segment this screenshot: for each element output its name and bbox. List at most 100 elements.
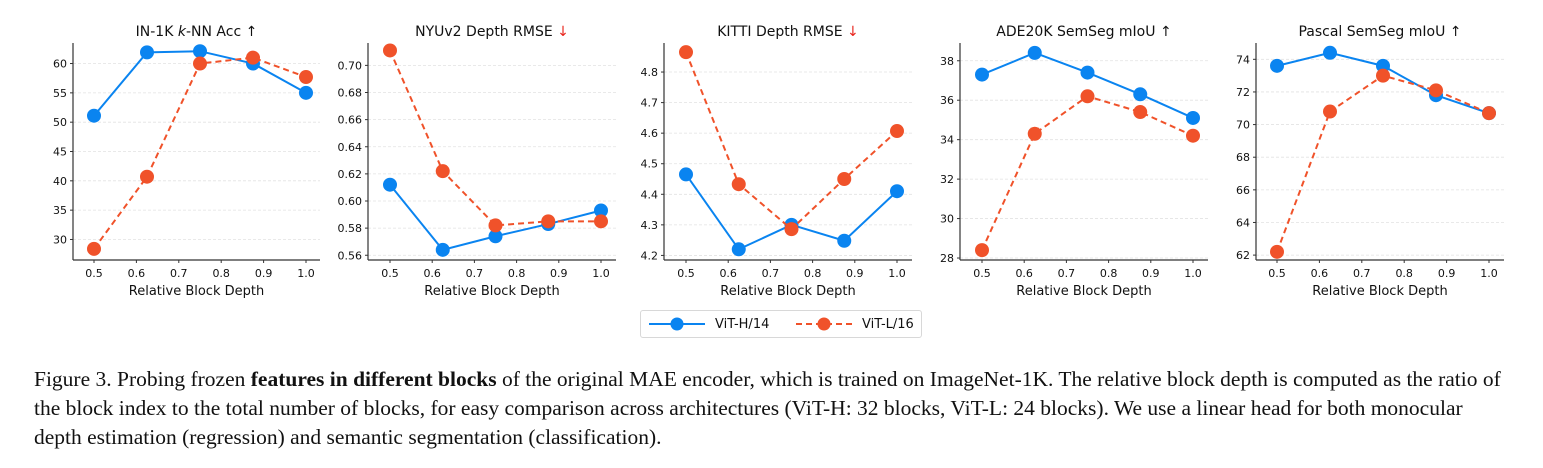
y-tick-label: 0.68 [338,87,363,100]
y-tick-label: 36 [940,94,954,107]
x-tick-label: 0.8 [1395,267,1413,280]
x-tick-label: 0.9 [255,267,273,280]
x-tick-label: 0.8 [508,267,526,280]
y-tick-label: 4.2 [641,249,659,262]
y-tick-label: 0.60 [338,195,363,208]
x-tick-label: 1.0 [1480,267,1498,280]
y-tick-label: 30 [53,233,67,246]
chart-panel-1: 30 35 40 45 50 55 60 0.5 0.6 0.7 0.8 0.9 1.0 Relative… [53,24,320,299]
y-tick-label: 50 [53,116,67,129]
data-point-vit-l [1080,89,1095,104]
y-tick-label: 0.58 [338,222,363,235]
x-tick-label: 0.5 [1268,267,1286,280]
y-tick-label: 4.5 [641,158,659,171]
data-point-vit-h [87,108,101,123]
y-tick-label: 34 [940,134,954,147]
x-tick-label: 0.7 [762,267,780,280]
data-point-vit-h [1270,58,1284,73]
arrow-down-icon: ↓ [557,24,569,40]
data-point-vit-h [731,242,746,257]
series-line-vit-l [93,56,307,250]
y-tick-label: 0.62 [338,168,363,181]
data-point-vit-l [837,172,852,187]
x-tick-label: 0.5 [381,267,399,280]
x-axis-label: Relative Block Depth [1016,284,1151,299]
figure-charts: 30 35 40 45 50 55 60 0.5 0.6 0.7 0.8 0.9 1.0 Relative… [53,24,1504,299]
data-point-vit-l [193,56,207,71]
chart-panel-4: 28 30 32 34 36 38 0.5 0.6 0.7 0.8 0.9 1.0 Relative B… [940,24,1208,299]
series-line-vit-l [981,95,1194,251]
data-point-vit-l [784,222,799,237]
x-tick-label: 0.6 [1015,267,1033,280]
x-tick-label: 0.6 [719,267,737,280]
legend-label-vit-h: ViT-H/14 [715,316,770,332]
y-tick-label: 4.4 [641,188,659,201]
chart-panel-5: 62 64 66 68 70 72 74 0.5 0.6 0.7 0.8 0.9 1.0 Relative… [1236,24,1504,299]
chart-panel-2: 0.56 0.58 0.60 0.62 0.64 0.66 0.68 0.70 0.5 0.6 0.… [338,24,616,299]
y-tick-label: 66 [1236,184,1250,197]
series-line-vit-h [981,51,1194,119]
legend-marker-dashed-icon [796,317,852,331]
x-tick-label: 0.7 [466,267,484,280]
panel-title: ADE20K SemSeg mIoU ↑ [996,24,1171,40]
x-tick-label: 0.5 [677,267,695,280]
data-point-vit-l [594,214,608,229]
legend-item-vit-h: ViT-H/14 [649,311,769,337]
data-point-vit-h [1376,58,1390,73]
caption-suffix: of the original MAE encoder, which is tr… [34,367,1501,449]
data-point-vit-l [383,43,397,58]
y-tick-label: 70 [1236,119,1250,132]
y-tick-label: 32 [940,173,954,186]
data-point-vit-h [140,45,154,60]
y-tick-label: 72 [1236,86,1250,99]
data-point-vit-l [1186,128,1200,143]
x-axis-label: Relative Block Depth [129,284,264,299]
data-point-vit-h [890,184,904,199]
y-tick-label: 35 [53,204,67,217]
y-tick-label: 64 [1236,216,1250,229]
caption-prefix: Figure 3. Probing frozen [34,367,251,391]
x-tick-label: 1.0 [888,267,906,280]
data-point-vit-h [679,167,693,182]
y-tick-label: 0.64 [338,141,363,154]
y-tick-label: 68 [1236,151,1250,164]
x-tick-label: 0.7 [1353,267,1371,280]
x-tick-label: 0.8 [212,267,230,280]
x-tick-label: 0.5 [973,267,991,280]
legend: ViT-H/14 ViT-L/16 [640,310,922,338]
data-point-vit-h [1080,65,1095,80]
y-tick-label: 45 [53,146,67,159]
data-point-vit-h [435,242,450,257]
data-point-vit-h [1133,87,1148,102]
data-point-vit-l [890,124,904,139]
x-tick-label: 0.9 [1438,267,1456,280]
caption-bold: features in different blocks [250,367,497,391]
data-point-vit-l [246,50,260,65]
x-tick-label: 0.9 [846,267,864,280]
arrow-up-icon: ↑ [1160,24,1172,40]
data-point-vit-l [679,45,693,60]
data-point-vit-h [383,177,397,192]
data-point-vit-l [1270,244,1284,259]
x-tick-label: 0.7 [1058,267,1076,280]
data-point-vit-h [975,67,989,82]
data-point-vit-h [594,203,608,218]
data-point-vit-h [193,44,207,59]
y-tick-label: 60 [53,58,67,71]
x-tick-label: 1.0 [297,267,315,280]
x-tick-label: 0.6 [128,267,146,280]
data-point-vit-l [488,218,503,233]
data-point-vit-l [541,214,556,229]
panel-title: NYUv2 Depth RMSE ↓ [415,24,569,40]
x-tick-label: 0.6 [423,267,441,280]
y-tick-label: 4.8 [641,66,659,79]
data-point-vit-l [435,164,450,179]
x-tick-label: 0.5 [85,267,103,280]
y-tick-label: 0.70 [338,59,363,72]
x-tick-label: 0.9 [1142,267,1160,280]
data-point-vit-l [731,177,746,192]
data-point-vit-l [299,70,313,85]
y-tick-label: 30 [940,213,954,226]
x-axis-label: Relative Block Depth [1312,284,1447,299]
panel-title: KITTI Depth RMSE ↓ [717,24,859,40]
